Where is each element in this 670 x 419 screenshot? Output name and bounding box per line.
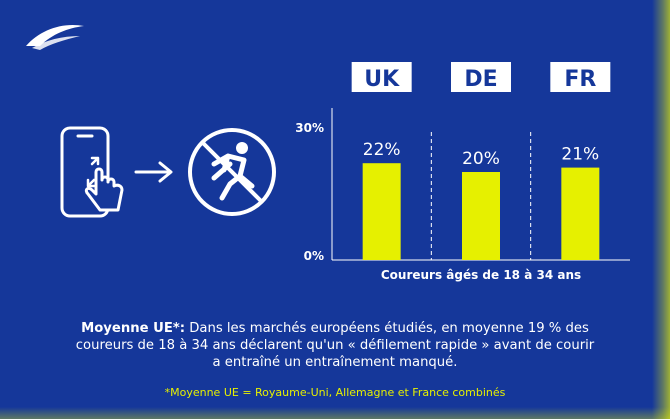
value-label-fr: 21%: [561, 145, 599, 165]
eu-definition-note: *Moyenne UE = Royaume-Uni, Allemagne et …: [164, 386, 506, 399]
smartphone-scroll-icon: [60, 126, 124, 218]
footnote-line-2: coureurs de 18 à 34 ans déclarent qu'un …: [75, 338, 595, 353]
category-label-box-fr: [550, 62, 611, 92]
arrow-right-icon: [134, 161, 173, 183]
category-label-uk: UK: [364, 67, 400, 92]
decorative-edge-bottom: [0, 407, 670, 419]
bar-uk: [362, 163, 401, 260]
category-label-box-uk: [351, 62, 412, 92]
footnote-line-1-rest: Dans les marchés européens étudiés, en m…: [185, 321, 589, 336]
brand-logo-icon: [26, 24, 84, 50]
bar-de: [462, 172, 500, 260]
footnote-line-1: Moyenne UE*: Dans les marchés européens …: [40, 320, 630, 337]
no-running-icon: [188, 128, 276, 216]
y-tick-label-top: 30%: [295, 121, 324, 135]
decorative-edge-right: [652, 0, 670, 419]
bar-fr: [561, 167, 600, 260]
category-label-fr: FR: [564, 67, 596, 92]
value-label-uk: 22%: [363, 140, 401, 160]
footnote-bold-prefix: Moyenne UE*:: [81, 321, 186, 336]
eu-average-text: Moyenne UE*: Dans les marchés européens …: [40, 320, 630, 371]
category-label-box-de: [451, 62, 511, 92]
footnote-line-3: a entraîné un entraînement manqué.: [212, 355, 458, 370]
bar-chart: 30% 0% Coureurs âgés de 18 à 34 ans UK 22…: [295, 62, 630, 282]
category-label-de: DE: [464, 67, 497, 92]
value-label-de: 20%: [462, 149, 500, 169]
y-tick-label-bottom: 0%: [304, 249, 324, 263]
x-axis-title: Coureurs âgés de 18 à 34 ans: [381, 268, 581, 282]
